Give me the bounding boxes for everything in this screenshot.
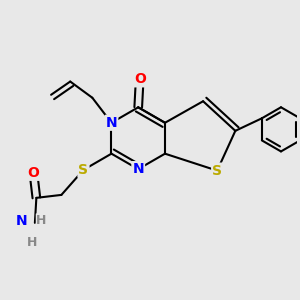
- Text: N: N: [132, 162, 144, 176]
- Text: S: S: [79, 163, 88, 177]
- Text: O: O: [134, 72, 146, 86]
- Text: N: N: [106, 116, 117, 130]
- Text: H: H: [36, 214, 47, 227]
- Text: O: O: [28, 166, 39, 180]
- Text: H: H: [27, 236, 37, 248]
- Text: N: N: [16, 214, 28, 228]
- Text: S: S: [212, 164, 222, 178]
